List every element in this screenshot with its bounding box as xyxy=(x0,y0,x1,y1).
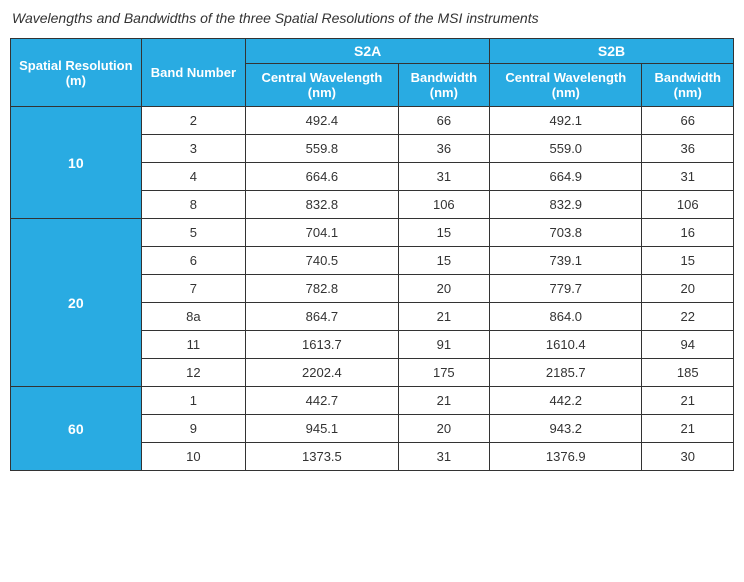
cell-s2b-bw: 15 xyxy=(642,247,734,275)
col-group-s2a: S2A xyxy=(246,39,490,64)
cell-s2a-cw: 442.7 xyxy=(246,387,398,415)
cell-s2b-bw: 20 xyxy=(642,275,734,303)
cell-s2b-cw: 2185.7 xyxy=(490,359,642,387)
cell-band-number: 11 xyxy=(141,331,246,359)
cell-s2a-bw: 15 xyxy=(398,247,489,275)
col-group-s2b: S2B xyxy=(490,39,734,64)
cell-spatial-resolution: 60 xyxy=(11,387,142,471)
cell-spatial-resolution: 20 xyxy=(11,219,142,387)
cell-s2b-cw: 864.0 xyxy=(490,303,642,331)
cell-s2b-bw: 31 xyxy=(642,163,734,191)
cell-band-number: 10 xyxy=(141,443,246,471)
cell-s2b-cw: 664.9 xyxy=(490,163,642,191)
cell-s2b-bw: 30 xyxy=(642,443,734,471)
cell-s2a-cw: 782.8 xyxy=(246,275,398,303)
cell-s2a-bw: 36 xyxy=(398,135,489,163)
col-s2a-central-wavelength: Central Wavelength (nm) xyxy=(246,64,398,107)
cell-band-number: 1 xyxy=(141,387,246,415)
cell-band-number: 7 xyxy=(141,275,246,303)
table-header: Spatial Resolution (m) Band Number S2A S… xyxy=(11,39,734,107)
cell-s2b-cw: 1610.4 xyxy=(490,331,642,359)
cell-s2a-cw: 559.8 xyxy=(246,135,398,163)
cell-band-number: 9 xyxy=(141,415,246,443)
cell-s2b-bw: 21 xyxy=(642,387,734,415)
cell-s2a-cw: 945.1 xyxy=(246,415,398,443)
cell-s2b-bw: 16 xyxy=(642,219,734,247)
cell-s2b-cw: 492.1 xyxy=(490,107,642,135)
cell-s2a-cw: 1613.7 xyxy=(246,331,398,359)
cell-s2a-bw: 66 xyxy=(398,107,489,135)
cell-s2b-cw: 442.2 xyxy=(490,387,642,415)
cell-s2a-bw: 20 xyxy=(398,415,489,443)
cell-s2b-bw: 66 xyxy=(642,107,734,135)
cell-band-number: 8a xyxy=(141,303,246,331)
cell-s2a-bw: 21 xyxy=(398,303,489,331)
cell-s2b-cw: 559.0 xyxy=(490,135,642,163)
table-row: 601442.721442.221 xyxy=(11,387,734,415)
cell-s2a-cw: 864.7 xyxy=(246,303,398,331)
cell-s2a-cw: 1373.5 xyxy=(246,443,398,471)
table-body: 102492.466492.1663559.836559.0364664.631… xyxy=(11,107,734,471)
table-caption: Wavelengths and Bandwidths of the three … xyxy=(12,10,734,26)
cell-s2a-cw: 740.5 xyxy=(246,247,398,275)
cell-s2b-bw: 36 xyxy=(642,135,734,163)
cell-s2a-cw: 832.8 xyxy=(246,191,398,219)
cell-band-number: 2 xyxy=(141,107,246,135)
cell-s2b-cw: 703.8 xyxy=(490,219,642,247)
cell-s2b-cw: 832.9 xyxy=(490,191,642,219)
cell-band-number: 6 xyxy=(141,247,246,275)
col-s2b-bandwidth: Bandwidth (nm) xyxy=(642,64,734,107)
cell-s2a-bw: 21 xyxy=(398,387,489,415)
cell-s2a-cw: 492.4 xyxy=(246,107,398,135)
cell-s2b-cw: 1376.9 xyxy=(490,443,642,471)
cell-s2b-bw: 94 xyxy=(642,331,734,359)
col-spatial-resolution: Spatial Resolution (m) xyxy=(11,39,142,107)
col-band-number: Band Number xyxy=(141,39,246,107)
msi-bands-table: Spatial Resolution (m) Band Number S2A S… xyxy=(10,38,734,471)
cell-s2b-bw: 21 xyxy=(642,415,734,443)
cell-s2a-cw: 664.6 xyxy=(246,163,398,191)
cell-s2b-cw: 943.2 xyxy=(490,415,642,443)
cell-s2a-cw: 2202.4 xyxy=(246,359,398,387)
cell-s2b-cw: 739.1 xyxy=(490,247,642,275)
cell-band-number: 5 xyxy=(141,219,246,247)
cell-s2b-bw: 106 xyxy=(642,191,734,219)
cell-s2b-bw: 185 xyxy=(642,359,734,387)
cell-s2a-bw: 31 xyxy=(398,443,489,471)
cell-band-number: 4 xyxy=(141,163,246,191)
cell-s2a-bw: 20 xyxy=(398,275,489,303)
cell-s2a-bw: 106 xyxy=(398,191,489,219)
col-s2b-central-wavelength: Central Wavelength (nm) xyxy=(490,64,642,107)
cell-spatial-resolution: 10 xyxy=(11,107,142,219)
cell-s2a-bw: 175 xyxy=(398,359,489,387)
cell-band-number: 12 xyxy=(141,359,246,387)
cell-s2a-bw: 15 xyxy=(398,219,489,247)
col-s2a-bandwidth: Bandwidth (nm) xyxy=(398,64,489,107)
cell-s2a-bw: 31 xyxy=(398,163,489,191)
table-row: 102492.466492.166 xyxy=(11,107,734,135)
cell-s2b-bw: 22 xyxy=(642,303,734,331)
cell-band-number: 8 xyxy=(141,191,246,219)
cell-s2a-bw: 91 xyxy=(398,331,489,359)
table-row: 205704.115703.816 xyxy=(11,219,734,247)
cell-s2a-cw: 704.1 xyxy=(246,219,398,247)
cell-band-number: 3 xyxy=(141,135,246,163)
cell-s2b-cw: 779.7 xyxy=(490,275,642,303)
